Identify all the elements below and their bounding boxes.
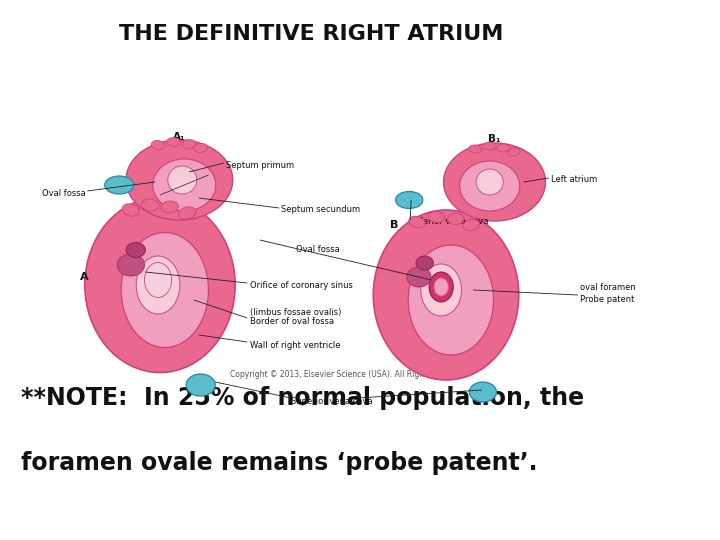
Ellipse shape (428, 212, 444, 222)
Ellipse shape (194, 144, 207, 153)
Text: oval foramen: oval foramen (580, 284, 636, 293)
Ellipse shape (142, 199, 159, 211)
Ellipse shape (182, 139, 196, 148)
Ellipse shape (395, 192, 423, 208)
Text: THE DEFINITIVE RIGHT ATRIUM: THE DEFINITIVE RIGHT ATRIUM (119, 24, 503, 44)
Ellipse shape (408, 245, 493, 355)
Ellipse shape (444, 143, 546, 221)
Text: Border of oval fossa: Border of oval fossa (250, 318, 334, 327)
Text: **NOTE:  In 25% of normal population, the: **NOTE: In 25% of normal population, the (21, 386, 584, 410)
Ellipse shape (373, 210, 518, 380)
Text: Left atrium: Left atrium (551, 176, 597, 185)
Ellipse shape (420, 264, 462, 316)
Ellipse shape (167, 138, 180, 146)
Ellipse shape (463, 219, 480, 231)
Text: Septum primum: Septum primum (226, 160, 294, 170)
Text: Superior vena cava: Superior vena cava (291, 397, 372, 407)
Ellipse shape (469, 382, 497, 402)
Ellipse shape (121, 233, 209, 348)
Ellipse shape (409, 216, 425, 228)
Ellipse shape (448, 213, 464, 225)
Text: A: A (79, 272, 88, 282)
Ellipse shape (497, 144, 510, 152)
Ellipse shape (117, 254, 145, 276)
Text: Wall of right ventricle: Wall of right ventricle (250, 341, 341, 349)
Text: B: B (390, 220, 398, 230)
Ellipse shape (469, 145, 482, 153)
Text: Septum secundum: Septum secundum (282, 206, 360, 214)
Text: A₁: A₁ (173, 132, 186, 142)
Ellipse shape (186, 374, 215, 396)
Ellipse shape (416, 256, 433, 270)
Text: Probe patent: Probe patent (580, 295, 634, 305)
Text: Inferior vena cava: Inferior vena cava (412, 218, 489, 226)
Ellipse shape (145, 262, 171, 298)
Ellipse shape (126, 242, 145, 258)
Ellipse shape (483, 142, 496, 150)
Ellipse shape (429, 272, 454, 302)
Text: Oval fossa: Oval fossa (42, 188, 86, 198)
Text: (limbus fossae ovalis): (limbus fossae ovalis) (250, 307, 341, 316)
Ellipse shape (85, 198, 235, 373)
Ellipse shape (508, 148, 520, 156)
Text: foramen ovale remains ‘probe patent’.: foramen ovale remains ‘probe patent’. (21, 451, 537, 475)
Ellipse shape (168, 166, 197, 194)
Ellipse shape (161, 201, 179, 213)
Text: B₁: B₁ (488, 134, 501, 144)
Ellipse shape (122, 204, 140, 216)
Ellipse shape (136, 256, 180, 314)
Ellipse shape (126, 140, 233, 220)
Ellipse shape (434, 278, 449, 296)
Ellipse shape (407, 267, 431, 287)
Text: Orifice of coronary sinus: Orifice of coronary sinus (250, 280, 353, 289)
Ellipse shape (104, 176, 134, 194)
Ellipse shape (179, 207, 196, 219)
Ellipse shape (459, 161, 520, 211)
Text: Copyright © 2013, Elsevier Science (USA). All Rights Reserved: Copyright © 2013, Elsevier Science (USA)… (230, 370, 469, 379)
Ellipse shape (153, 159, 216, 211)
Ellipse shape (151, 140, 165, 150)
Ellipse shape (476, 169, 503, 195)
Text: Oval fossa: Oval fossa (296, 246, 340, 254)
